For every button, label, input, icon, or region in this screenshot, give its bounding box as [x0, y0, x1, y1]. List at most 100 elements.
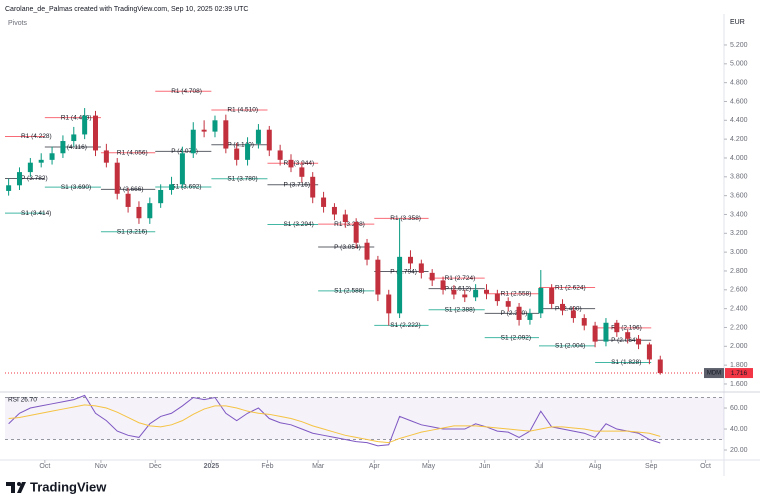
candle-body [646, 344, 652, 360]
candle-body [527, 313, 533, 320]
pivot-label: P (2.400) [555, 305, 582, 312]
candle-body [16, 172, 22, 186]
x-tick-label: 2025 [204, 463, 220, 470]
candle-body [125, 193, 131, 207]
pivot-label: S1 (3.692) [171, 184, 201, 191]
pivot-label: S1 (2.388) [445, 306, 475, 313]
candle-body [538, 287, 544, 314]
y-tick-label: 2.800 [730, 268, 748, 275]
candle-body [636, 338, 642, 345]
pivot-label: S1 (3.780) [227, 175, 257, 182]
y-tick-label: 5.200 [730, 42, 748, 49]
candle-body [364, 242, 370, 260]
candle-body [49, 153, 55, 160]
pivot-label: P (2.794) [390, 268, 417, 275]
candle-body [570, 310, 576, 319]
candle-body [353, 222, 359, 243]
candle-body [103, 150, 109, 163]
pivot-label: P (3.782) [21, 175, 48, 182]
x-tick-label: Mar [312, 463, 325, 470]
pivot-label: R1 (4.708) [171, 88, 202, 95]
pivot-label: S1 (2.588) [334, 288, 364, 295]
pivot-label: R1 (2.558) [501, 290, 532, 297]
candle-body [386, 294, 392, 314]
x-tick-label: Feb [261, 463, 273, 470]
currency: EUR [730, 19, 745, 26]
logo-text: TradingView [30, 479, 107, 494]
x-tick-label: Oct [39, 463, 50, 470]
candle-body [245, 143, 251, 160]
candle-body [440, 280, 446, 290]
x-tick-label: Jun [479, 463, 490, 470]
y-tick-label: 2.000 [730, 343, 748, 350]
candle-body [581, 318, 587, 326]
pivot-label: P (4.140) [227, 142, 254, 149]
y-tick-label: 4.000 [730, 155, 748, 162]
pivot-label: P (4.070) [171, 148, 198, 155]
y-tick-label: 4.600 [730, 98, 748, 105]
pivot-label: R1 (4.429) [61, 114, 92, 121]
logo-dot [17, 482, 21, 486]
candle-body [560, 303, 566, 311]
pivot-label: R1 (3.298) [334, 221, 365, 228]
x-tick-label: Dec [149, 463, 162, 470]
x-tick-label: Oct [700, 463, 711, 470]
y-tick-label: 3.200 [730, 230, 748, 237]
pivot-label: R1 (4.056) [117, 149, 148, 156]
candle-body [342, 214, 348, 223]
candle-body [27, 162, 33, 173]
y-tick-label: 1.800 [730, 362, 748, 369]
rsi-tick-label: 40.00 [730, 426, 748, 433]
candle-body [6, 185, 12, 191]
pivot-label: P (2.350) [501, 310, 528, 317]
candle-body [549, 287, 555, 304]
candle-body [321, 197, 327, 207]
candle-body [603, 322, 609, 342]
candle-body [429, 272, 435, 281]
pivot-label: P (4.116) [61, 144, 87, 151]
x-tick-label: Jul [535, 463, 544, 470]
x-tick-label: Nov [95, 463, 108, 470]
y-tick-label: 3.600 [730, 192, 748, 199]
candle-body [483, 289, 489, 294]
candle-body [234, 148, 240, 160]
price-box [725, 368, 753, 379]
candle-body [266, 129, 272, 151]
rsi-title: RSI 26.70 [8, 397, 37, 404]
y-tick-label: 5.000 [730, 61, 748, 68]
y-tick-label: 4.200 [730, 136, 748, 143]
symbol-box [704, 368, 724, 379]
y-tick-label: 3.800 [730, 174, 748, 181]
x-tick-label: Sep [645, 463, 658, 470]
pivot-label: S1 (2.092) [501, 334, 531, 341]
pivot-label: P (3.666) [117, 186, 144, 193]
candle-body [516, 306, 522, 320]
symbol-label: MDM [707, 371, 721, 377]
candle-body [625, 332, 631, 339]
pivot-label: P (2.064) [611, 337, 638, 344]
candle-body [201, 129, 207, 132]
candle-body [397, 256, 403, 314]
candle-body [60, 141, 66, 154]
pivot-label: P (3.054) [334, 244, 361, 251]
pivot-label: S1 (3.216) [117, 229, 147, 236]
candle-body [473, 289, 479, 298]
candle-body [147, 203, 153, 219]
logo-mark [6, 482, 26, 493]
candle-body [82, 115, 88, 135]
y-tick-label: 4.800 [730, 79, 748, 86]
pivot-label: S1 (3.690) [61, 184, 91, 191]
candle-body [418, 263, 424, 273]
y-tick-label: 2.200 [730, 324, 748, 331]
candle-body [462, 294, 468, 298]
indicator-name: Pivots [8, 20, 28, 27]
price-label: 1.716 [731, 370, 748, 377]
candle-body [592, 325, 598, 342]
candle-body [494, 293, 500, 302]
pivot-label: R1 (2.724) [445, 275, 476, 282]
candle-body [190, 129, 196, 154]
candle-body [38, 159, 44, 163]
candle-body [223, 120, 229, 149]
